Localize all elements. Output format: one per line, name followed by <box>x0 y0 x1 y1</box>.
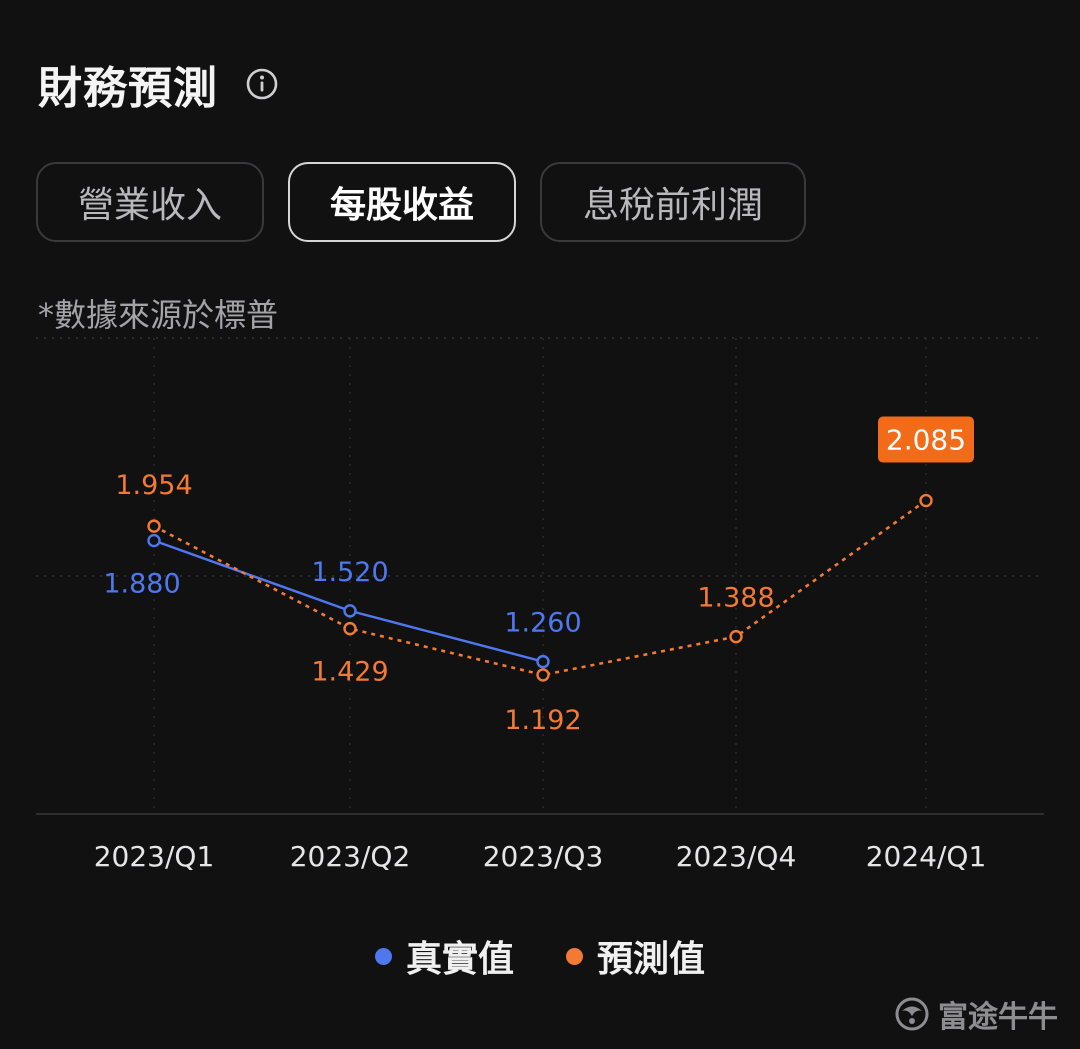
legend-label-forecast: 預測值 <box>597 939 706 980</box>
data-label-actual: 1.880 <box>103 569 180 600</box>
data-point-actual <box>343 604 357 618</box>
legend-label-actual: 真實值 <box>405 939 514 980</box>
x-tick-label: 2023/Q2 <box>290 840 411 873</box>
data-label-forecast: 1.429 <box>311 657 388 688</box>
metric-tabs: 營業收入 每股收益 息稅前利潤 <box>36 162 806 242</box>
data-label-actual: 1.260 <box>504 608 581 639</box>
header: 財務預測 <box>38 52 278 116</box>
info-icon[interactable] <box>246 68 278 100</box>
page-title: 財務預測 <box>38 63 218 114</box>
data-label-forecast: 2.085 <box>886 424 966 457</box>
highlight-badge <box>878 416 974 463</box>
tab-revenue[interactable]: 營業收入 <box>36 162 264 242</box>
x-tick-label: 2023/Q3 <box>483 840 604 873</box>
data-point-actual <box>147 533 161 548</box>
data-point-forecast <box>919 493 933 508</box>
chart-legend: 真實值 預測值 <box>0 930 1080 982</box>
bull-logo-icon <box>894 996 930 1032</box>
source-note: *數據來源於標普 <box>38 296 279 334</box>
x-tick-label: 2023/Q1 <box>94 840 215 873</box>
tab-eps[interactable]: 每股收益 <box>288 162 516 242</box>
legend-dot-forecast <box>566 947 583 965</box>
data-label-forecast: 1.954 <box>115 470 192 501</box>
data-point-forecast <box>729 629 743 644</box>
legend-item-forecast[interactable]: 預測值 <box>566 930 705 982</box>
tab-ebit[interactable]: 息稅前利潤 <box>540 162 806 242</box>
legend-dot-actual <box>374 947 392 965</box>
watermark-text: 富途牛牛 <box>938 1000 1058 1035</box>
x-tick-label: 2023/Q4 <box>676 840 797 873</box>
data-point-forecast <box>536 668 550 682</box>
x-tick-label: 2024/Q1 <box>866 840 987 873</box>
watermark: 富途牛牛 <box>894 992 1058 1036</box>
data-label-actual: 1.520 <box>311 557 388 588</box>
data-label-forecast: 1.192 <box>504 705 581 736</box>
data-label-forecast: 1.388 <box>697 583 774 614</box>
data-point-forecast <box>147 519 161 533</box>
eps-chart: 1.880 1.520 1.260 1.954 1.429 1.192 1.388 2.085… <box>36 337 1044 873</box>
legend-item-actual[interactable]: 真實值 <box>374 930 514 982</box>
data-point-actual <box>536 654 550 669</box>
data-point-forecast <box>343 621 357 636</box>
series-line-forecast <box>153 499 927 677</box>
